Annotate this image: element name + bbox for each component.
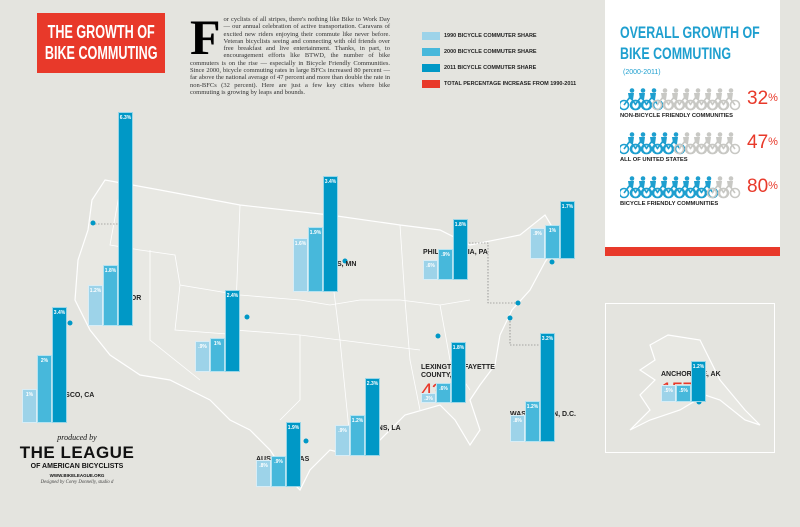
- overall-row: ALL OF UNITED STATES 47%: [620, 131, 778, 165]
- city-chart: .8%.9%1.9%AUSTIN, TEXAS142%: [256, 422, 309, 487]
- bar-2011: 2.3%: [365, 377, 380, 456]
- bar-1990: .9%: [195, 341, 210, 372]
- city-chart: 1.6%1.9%3.4%MINNEAPOLIS, MN108%: [293, 176, 356, 292]
- drop-cap: F: [190, 9, 221, 65]
- city-chart: .9%1%1.7%BOSTON, MA98%: [530, 201, 575, 259]
- bar-2000: 1%: [210, 338, 225, 372]
- city-chart: .6%.9%1.8%PHILADELPHIA, PA210%: [423, 218, 488, 280]
- bar-1990: .5%: [661, 385, 676, 402]
- bar-2011: 1.8%: [453, 218, 468, 280]
- bar-2000: 2%: [37, 355, 52, 423]
- bar-2000: .9%: [438, 249, 453, 280]
- city-chart: 1.2%1.8%6.3%PORTLAND, OR443%: [88, 111, 141, 326]
- bar-1990: .9%: [530, 228, 545, 259]
- alaska-inset: [605, 303, 775, 453]
- page-title: THE GROWTH OF BIKE COMMUTING: [44, 22, 158, 63]
- bar-2011: 3.4%: [323, 176, 338, 292]
- bar-2011: 1.8%: [451, 341, 466, 403]
- bar-1990: .9%: [335, 425, 350, 456]
- bar-1990: 1.2%: [88, 285, 103, 326]
- bar-2000: 1.8%: [103, 264, 118, 326]
- row-value: 47%: [747, 132, 778, 153]
- bar-2011: 2.4%: [225, 290, 240, 372]
- bar-1990: 1%: [22, 389, 37, 423]
- bar-1990: .6%: [423, 259, 438, 280]
- bar-2011: 1.7%: [560, 201, 575, 259]
- row-label: BICYCLE FRIENDLY COMMUNITIES: [620, 201, 719, 207]
- city-chart: .9%1.2%2.3%NEW ORLEANS, LA154%: [335, 377, 401, 456]
- bar-2011: 3.2%: [540, 333, 555, 442]
- bar-1990: .8%: [256, 459, 271, 487]
- overall-growth-panel: OVERALL GROWTH OF BIKE COMMUTING (2000-2…: [605, 0, 780, 256]
- bike-rider-icons: [620, 176, 741, 199]
- bar-2000: .6%: [436, 382, 451, 403]
- legend-1990: 1990 BICYCLE COMMUTER SHARE: [422, 28, 576, 44]
- credits: produced by THE LEAGUE OF AMERICAN BICYC…: [7, 433, 147, 486]
- bar-2000: 1.9%: [308, 227, 323, 292]
- overall-title: OVERALL GROWTH OF BIKE COMMUTING: [620, 23, 760, 63]
- title-box: THE GROWTH OF BIKE COMMUTING: [37, 13, 165, 73]
- overall-row: BICYCLE FRIENDLY COMMUNITIES 80%: [620, 175, 778, 209]
- city-chart: .8%1.2%3.2%WASHINGTON, D.C.315%: [510, 333, 576, 442]
- bar-1990: .8%: [510, 414, 525, 442]
- league-logo: THE LEAGUE: [19, 443, 135, 462]
- bar-2000: .9%: [271, 456, 286, 487]
- row-label: NON-BICYCLE FRIENDLY COMMUNITIES: [620, 113, 734, 119]
- city-chart: .5%.5%1.2%ANCHORAGE, AK157%: [661, 361, 721, 402]
- legend-2011: 2011 BICYCLE COMMUTER SHARE: [422, 60, 576, 76]
- bar-2011: 1.2%: [691, 361, 706, 402]
- overall-row: NON-BICYCLE FRIENDLY COMMUNITIES 32%: [620, 87, 778, 121]
- website-link[interactable]: WWW.BIKELEAGUE.ORG: [49, 473, 105, 478]
- legend-2000: 2000 BICYCLE COMMUTER SHARE: [422, 44, 576, 60]
- overall-subtitle: (2000-2011): [623, 69, 661, 76]
- city-chart: .9%1%2.4%DENVER, CO183%: [195, 290, 240, 372]
- bike-rider-icons: [620, 88, 741, 111]
- city-chart: 1%2%3.4%SAN FRANCISCO, CA258%: [22, 307, 94, 423]
- bar-2011: 3.4%: [52, 307, 67, 423]
- intro-body: or cyclists of all stripes, there's noth…: [190, 16, 390, 96]
- bar-2000: 1.2%: [350, 415, 365, 456]
- bar-1990: .3%: [421, 392, 436, 403]
- city-name: LEXINGTON-FAYETTE COUNTY, KY: [421, 364, 495, 379]
- bar-2000: 1%: [545, 225, 560, 259]
- city-name: ANCHORAGE, AK: [661, 371, 721, 378]
- city-chart: .3%.6%1.8%LEXINGTON-FAYETTE COUNTY, KY43…: [421, 341, 511, 403]
- bar-2011: 6.3%: [118, 111, 133, 326]
- bar-2011: 1.9%: [286, 422, 301, 487]
- bar-2000: 1.2%: [525, 401, 540, 442]
- row-value: 32%: [747, 88, 778, 109]
- legend-increase: TOTAL PERCENTAGE INCREASE FROM 1990-2011: [422, 76, 576, 92]
- row-value: 80%: [747, 176, 778, 197]
- bar-1990: 1.6%: [293, 237, 308, 292]
- bike-rider-icons: [620, 132, 741, 155]
- row-label: ALL OF UNITED STATES: [620, 157, 688, 163]
- red-accent-bar: [605, 247, 780, 256]
- legend: 1990 BICYCLE COMMUTER SHARE 2000 BICYCLE…: [422, 28, 576, 92]
- bar-2000: .5%: [676, 385, 691, 402]
